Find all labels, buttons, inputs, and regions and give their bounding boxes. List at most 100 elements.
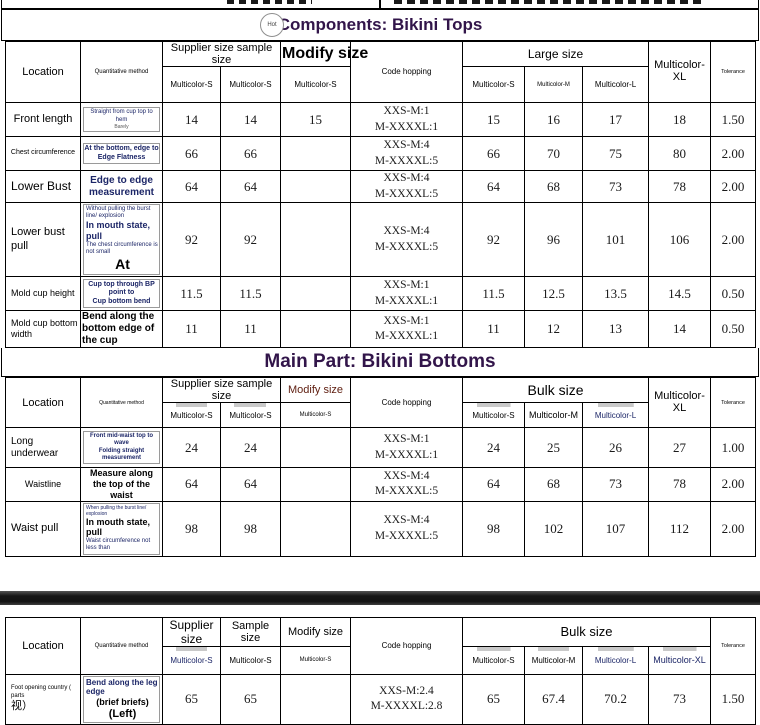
group-header-modify: Modify size [280,377,351,404]
subcol-multicolor-xl: Multicolor-XL [647,645,712,675]
tolerance-cell: 0.50 [710,310,757,349]
col-header-location: Location [5,41,81,103]
clipped-header-row [1,0,759,10]
value-cell: 78 [648,169,712,204]
code-line: XXS-M:1 [383,279,430,292]
table-row: Mold cup bottom width Bend along the bot… [5,310,757,349]
location-cell: Foot opening country ( parts 视） [5,673,81,725]
col-header-tolerance: Tolerance [710,616,757,675]
clipped-text-fragment [227,0,312,4]
method-line: The chest circumference is not small [86,242,158,256]
location-cell: Long underwear [5,427,81,469]
value-cell: 11 [462,310,525,349]
value-cell: 66 [220,136,281,171]
method-line: At [115,256,130,273]
value-cell: 26 [581,427,650,469]
section-divider-bar [0,590,760,605]
tolerance-cell: 2.00 [710,202,757,278]
method-cell: Straight from cup top to hem Barely [80,102,163,137]
value-cell: 14 [162,102,221,137]
value-cell: 18 [648,102,712,137]
location-cell: Chest circumference [5,136,81,171]
method-line: In mouth state, pull [86,516,151,538]
value-cell: 101 [581,202,650,278]
code-line: M-XXXXL:1 [374,330,439,343]
value-cell: 78 [648,467,712,502]
method-line: Cup bottom bend [92,297,151,305]
value-cell: 16 [524,102,583,137]
group-header-modify: Modify size [280,616,351,647]
method-line: When pulling the burst line/ explosion [86,504,147,517]
value-cell: 65 [162,673,221,725]
subcol-multicolor-s: Multicolor-S [162,402,221,429]
value-cell [280,276,351,312]
value-cell: 112 [648,500,712,557]
table-row: Foot opening country ( parts 视） Bend alo… [5,673,757,725]
value-cell: 13 [581,310,650,349]
value-cell [280,202,351,278]
group-header-supplier: Supplier size [162,616,221,647]
value-cell [280,467,351,502]
location-cell: Mold cup bottom width [5,310,81,349]
group-header-supplier-sample: Supplier size sample size [162,41,281,67]
value-cell: 98 [162,500,221,557]
value-cell: 11.5 [162,276,221,312]
value-cell: 107 [581,500,650,557]
col-header-multicolor-xl: Multicolor-XL [648,41,712,103]
value-cell: 68 [524,467,583,502]
method-cell: Measure along the top of the waist [80,467,163,502]
group-header-large-size: Large size [461,41,650,67]
subcol-multicolor-s-modify: Multicolor-S [280,402,351,429]
value-cell: 14.5 [648,276,712,312]
value-cell: 15 [462,102,525,137]
value-cell: 11 [162,310,221,349]
value-cell: 64 [220,169,281,204]
method-cell: Cup top through BP point to Cup bottom b… [80,276,163,312]
value-cell: 25 [524,427,583,469]
value-cell: 11 [220,310,281,349]
value-cell: 70 [524,136,583,171]
tolerance-cell: 1.00 [710,427,757,469]
location-cell: Lower bust pull [5,202,81,278]
value-cell: 13.5 [581,276,650,312]
subcol-multicolor-l: Multicolor-L [581,66,650,103]
value-cell [280,169,351,204]
bottoms-table: Location Quantitative method Supplier si… [5,377,757,557]
value-cell: 64 [162,169,221,204]
location-cell: Lower Bust [5,169,81,204]
method-line: Barely [114,123,129,130]
subcol-multicolor-s: Multicolor-S [462,66,525,103]
tops-title-band: Hot Components: Bikini Tops [1,10,759,41]
value-cell: 11.5 [462,276,525,312]
table-row: Mold cup height Cup top through BP point… [5,276,757,312]
subcol-multicolor-l: Multicolor-L [582,645,649,675]
group-header-modify: Modify size [280,41,368,67]
col-header-location: Location [5,377,81,429]
value-cell: 64 [462,169,525,204]
code-line: M-XXXXL:1 [374,294,439,307]
value-cell: 24 [220,427,281,469]
code-cell: XXS-M:4 M-XXXXL:5 [350,202,463,278]
method-line: Folding straight measurement [98,447,145,461]
code-line: XXS-M:1 [383,433,430,446]
value-cell: 80 [648,136,712,171]
value-cell: 102 [524,500,583,557]
col-header-code-hopping: Code hopping [350,41,463,103]
code-line: M-XXXXL:2.8 [370,700,443,713]
code-cell: XXS-M:1 M-XXXXL:1 [350,427,463,469]
location-cell: Front length [5,102,81,137]
value-cell: 24 [162,427,221,469]
value-cell: 24 [462,427,525,469]
bottoms-title-band: Main Part: Bikini Bottoms [1,348,759,378]
value-cell: 73 [647,673,712,725]
code-line: XXS-M:4 [383,172,430,184]
value-cell [280,310,351,349]
code-line: M-XXXXL:5 [374,187,439,200]
col-header-code-hopping: Code hopping [350,616,463,675]
subcol-multicolor-m: Multicolor-M [524,645,583,675]
method-line: Straight from cup top to hem [90,109,153,123]
code-line: M-XXXXL:5 [374,240,439,253]
code-cell: XXS-M:4 M-XXXXL:5 [350,467,463,502]
subcol-multicolor-s: Multicolor-S [220,402,281,429]
value-cell: 27 [648,427,712,469]
